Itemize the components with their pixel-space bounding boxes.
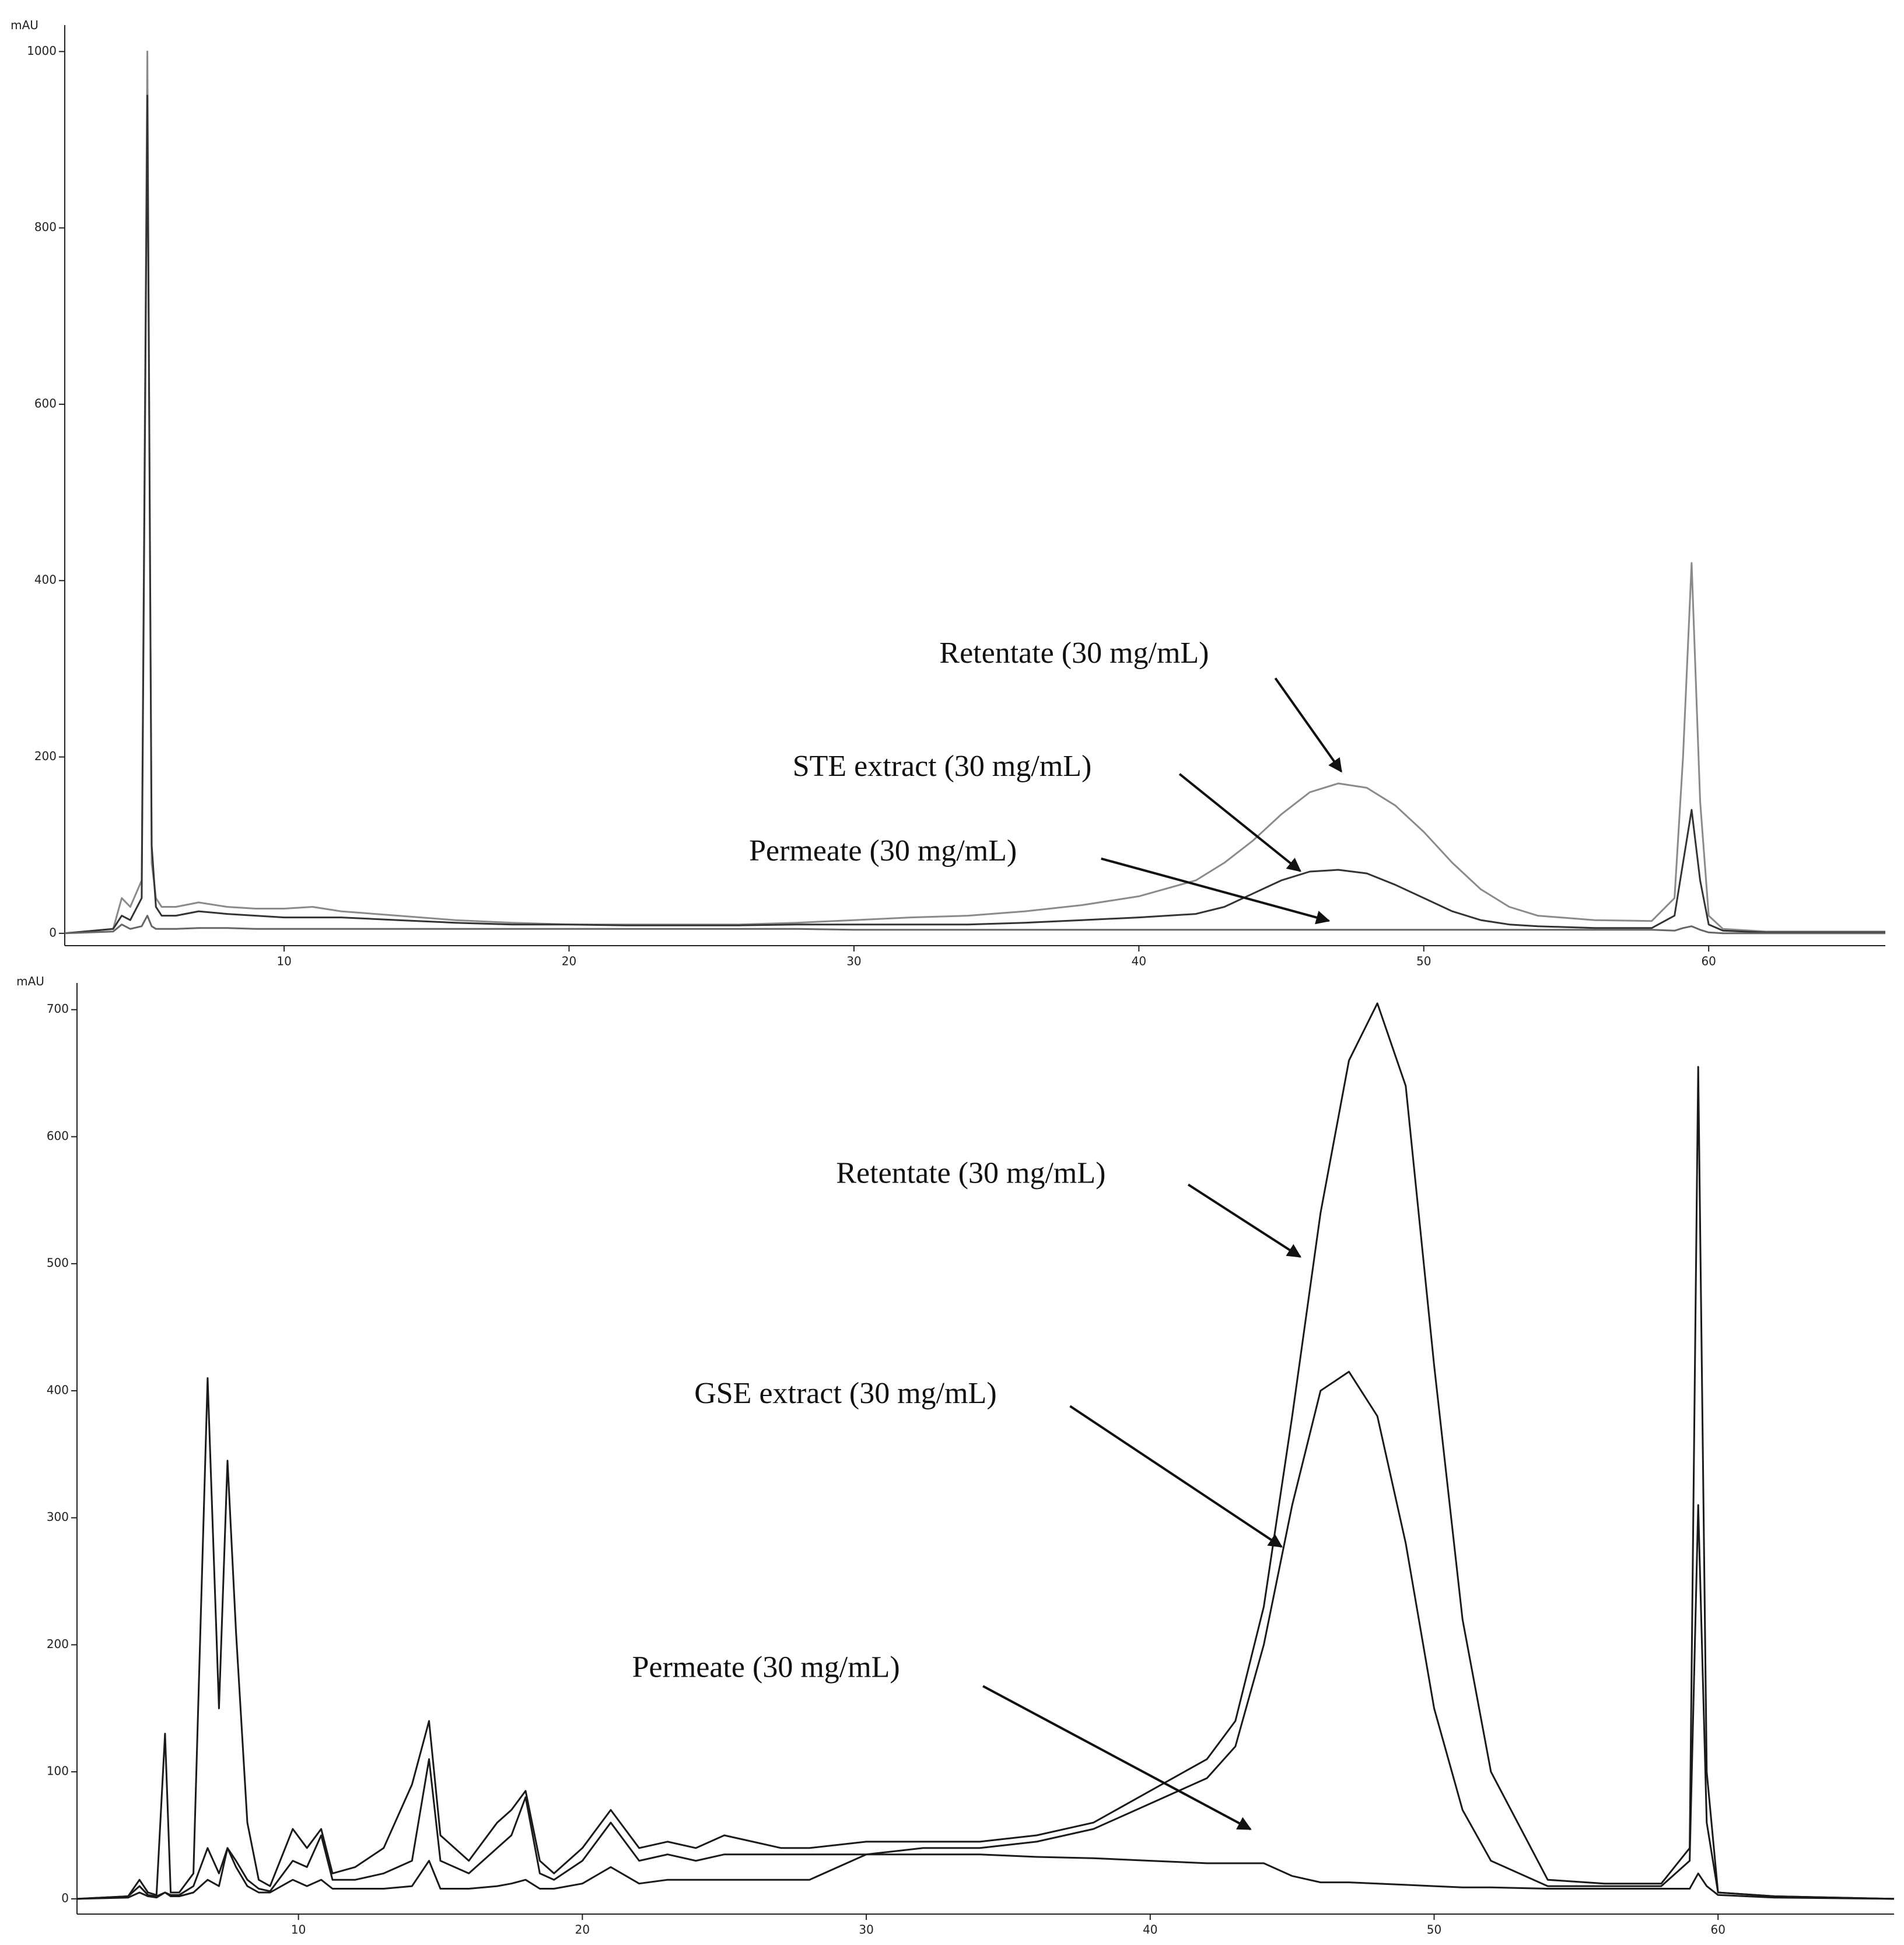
y-tick-label: 300 xyxy=(47,1510,69,1524)
x-tick-label: 10 xyxy=(291,1923,306,1937)
series-line xyxy=(64,915,1885,935)
annotation: Permeate (30 mg/mL) xyxy=(749,834,1017,867)
y-tick-label: 200 xyxy=(47,1637,69,1651)
y-tick-label: 600 xyxy=(34,396,57,410)
y-tick-label: 1000 xyxy=(27,44,57,58)
x-tick-label: 30 xyxy=(846,954,861,968)
annotation-arrow xyxy=(982,1685,1252,1831)
annotation: GSE extract (30 mg/mL) xyxy=(694,1377,996,1410)
y-axis-label: mAU xyxy=(10,18,38,32)
y-axis-label: mAU xyxy=(16,974,44,988)
annotation: Retentate (30 mg/mL) xyxy=(939,636,1209,670)
annotation: STE extract (30 mg/mL) xyxy=(793,750,1092,783)
y-tick-label: 0 xyxy=(61,1891,69,1905)
x-tick-label: 60 xyxy=(1711,1923,1726,1937)
annotation: Permeate (30 mg/mL) xyxy=(632,1650,900,1684)
x-tick-label: 10 xyxy=(276,954,291,968)
annotation-arrow xyxy=(1274,677,1343,773)
x-tick-label: 30 xyxy=(859,1923,873,1937)
y-tick-label: 200 xyxy=(34,749,57,763)
y-tick-label: 600 xyxy=(47,1129,69,1143)
annotation-arrow xyxy=(1101,857,1331,925)
series-line xyxy=(64,95,1885,935)
x-tick-label: 20 xyxy=(575,1923,590,1937)
annotation-arrow xyxy=(1178,773,1301,872)
annotation-arrow xyxy=(1187,1183,1302,1258)
y-tick-label: 100 xyxy=(47,1764,69,1778)
y-tick-label: 700 xyxy=(47,1002,69,1016)
x-tick-label: 50 xyxy=(1416,954,1431,968)
y-tick-label: 400 xyxy=(47,1383,69,1397)
annotation: Retentate (30 mg/mL) xyxy=(836,1157,1105,1190)
series-line xyxy=(76,1002,1895,1900)
x-tick-label: 60 xyxy=(1701,954,1716,968)
series-line xyxy=(76,1370,1895,1900)
annotation-arrow xyxy=(1069,1405,1283,1548)
x-tick-label: 40 xyxy=(1132,954,1146,968)
y-tick-label: 500 xyxy=(47,1256,69,1270)
y-tick-label: 800 xyxy=(34,220,57,234)
y-tick-label: 400 xyxy=(34,573,57,587)
x-tick-label: 50 xyxy=(1427,1923,1441,1937)
series-line xyxy=(76,1847,1895,1900)
y-tick-label: 0 xyxy=(49,925,57,939)
x-tick-label: 40 xyxy=(1143,1923,1157,1937)
x-tick-label: 20 xyxy=(562,954,576,968)
series-line xyxy=(64,50,1885,935)
